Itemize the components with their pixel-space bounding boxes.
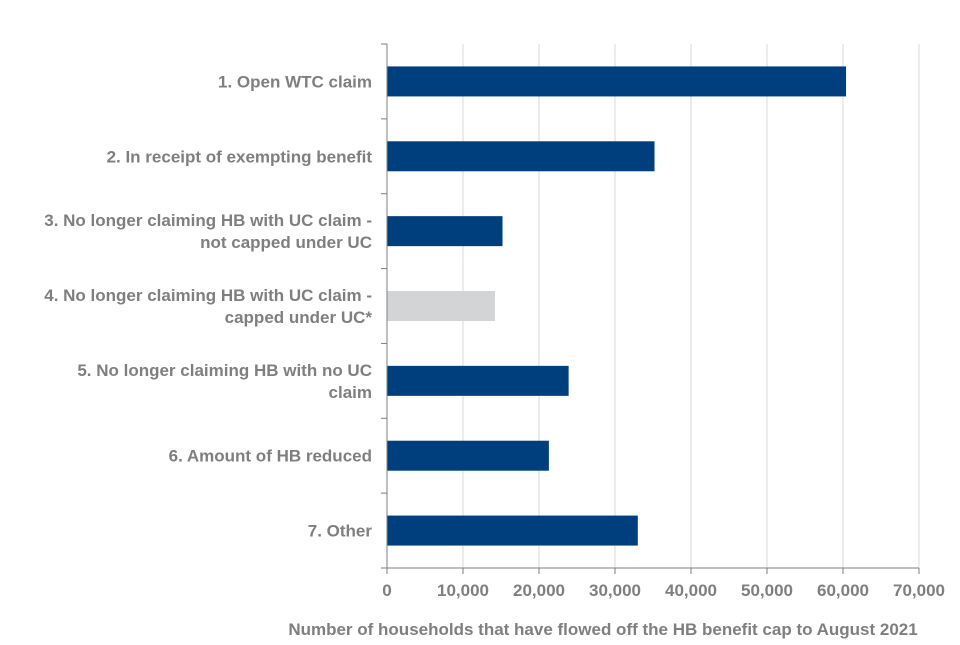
category-labels: 1. Open WTC claim 2. In receipt of exempt…: [44, 72, 372, 540]
x-tick-labels: 0 10,000 20,000 30,000 40,000 50,000 60,000 70,…: [382, 581, 945, 600]
bar: [387, 515, 638, 546]
x-tick-label: 40,000: [665, 581, 717, 600]
bar: [387, 440, 549, 471]
bar: [387, 141, 655, 172]
category-label: 2. In receipt of exempting benefit: [107, 147, 373, 166]
category-label: claim: [329, 383, 372, 402]
x-axis-title: Number of households that have flowed of…: [288, 620, 917, 639]
x-tick-label: 60,000: [817, 581, 869, 600]
category-label: 4. No longer claiming HB with UC claim -: [44, 286, 372, 305]
bar: [387, 365, 569, 396]
category-label: 1. Open WTC claim: [218, 72, 372, 91]
x-tick-label: 30,000: [589, 581, 641, 600]
x-tick-label: 70,000: [893, 581, 945, 600]
axes: [381, 43, 920, 574]
x-tick-label: 50,000: [741, 581, 793, 600]
bar: [387, 66, 847, 97]
category-label: 3. No longer claiming HB with UC claim -: [44, 211, 372, 230]
bar: [387, 216, 503, 247]
category-label: capped under UC*: [225, 308, 373, 327]
category-label: 6. Amount of HB reduced: [169, 447, 372, 466]
gridlines: [462, 44, 920, 568]
category-label: 7. Other: [308, 522, 373, 541]
x-tick-label: 0: [382, 581, 391, 600]
category-label: 5. No longer claiming HB with no UC: [77, 361, 372, 380]
bar: [387, 291, 495, 321]
x-tick-label: 10,000: [437, 581, 489, 600]
category-label: not capped under UC: [200, 233, 372, 252]
bars: [387, 66, 847, 546]
x-tick-label: 20,000: [513, 581, 565, 600]
